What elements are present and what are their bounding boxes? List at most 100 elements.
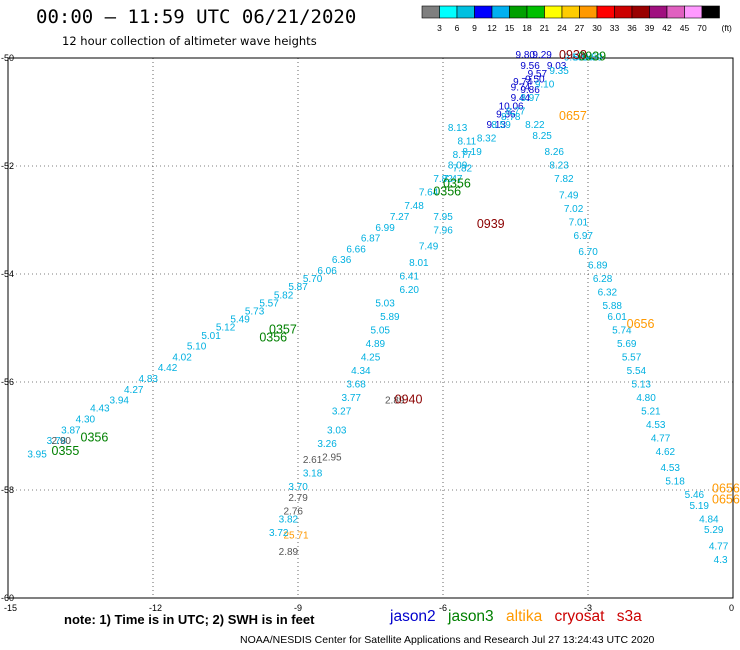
swh-value-label: 5.10 [187,342,207,353]
swh-value-label: 9.59 [583,53,603,64]
swh-value-label: 5.87 [288,282,308,293]
swh-value-label: 2.76 [284,506,304,517]
swh-value-label: 5.57 [622,352,642,363]
swh-value-label: 3.82 [279,514,299,525]
y-tick-label: -52 [1,161,14,171]
swh-value-label: 9.58 [564,53,584,64]
swh-value-label: 7.48 [404,201,424,212]
swh-value-label: 8.77 [506,107,526,118]
swh-value-label: 5.01 [201,331,221,342]
swh-value-label: 6.66 [346,244,366,255]
swh-value-label: 3.68 [346,379,366,390]
y-tick-label: -58 [1,485,14,495]
swh-value-label: 6.89 [588,261,608,272]
swh-value-label: 9.80 [516,50,536,61]
swh-value-label: 9.56 [520,61,540,72]
satellite-legend: jason2 jason3 altika cryosat s3a [390,608,650,626]
swh-value-label: 5.05 [371,325,391,336]
swh-value-label: 4.42 [158,363,178,374]
legend-jason3: jason3 [448,608,494,625]
swh-value-label: 2.89 [385,396,405,407]
swh-value-label: 9.03 [547,61,567,72]
footnote: note: 1) Time is in UTC; 2) SWH is in fe… [64,612,315,627]
swh-value-label: 8.26 [545,147,565,158]
pass-time-label: 0656 [712,493,740,507]
swh-value-label: 4.62 [656,447,676,458]
swh-value-label: 8.25 [532,131,552,142]
color-scale-label: 27 [575,23,585,33]
swh-value-label: 8.01 [409,258,429,269]
swh-value-label: 5.13 [632,379,652,390]
swh-value-label: 7.82 [433,174,453,185]
swh-value-label: 3.03 [327,425,347,436]
pass-time-label: 0938 [559,48,587,62]
page-subtitle: 12 hour collection of altimeter wave hei… [62,34,317,48]
swh-value-label: 8.09 [448,161,468,172]
color-scale-label: 15 [505,23,515,33]
swh-value-label: 6.97 [574,231,594,242]
swh-value-label: 6.32 [598,288,618,299]
color-scale-label: 18 [522,23,532,33]
swh-value-label: 9.74 [511,82,531,93]
pass-time-label: 0356 [433,185,461,199]
swh-value-label: 6.06 [317,266,337,277]
pass-time-label: 0356 [443,177,471,191]
swh-value-label: 4.80 [636,393,656,404]
color-scale-label: 36 [627,23,637,33]
x-tick-label: -3 [584,603,592,613]
swh-value-label: 4.25 [361,352,381,363]
swh-value-label: 8.13 [448,123,468,134]
swh-value-label: 4.77 [709,541,729,552]
color-scale-label: 70 [697,23,707,33]
swh-value-label: 7.64 [419,188,439,199]
x-tick-label: 0 [729,603,734,613]
color-scale-label: 6 [455,23,460,33]
swh-value-label: 5.29 [704,525,724,536]
swh-value-label: 3.18 [303,469,323,480]
swh-value-label: 8.11 [458,136,477,147]
swh-value-label: 8.23 [549,161,569,172]
swh-value-label: 10.06 [499,101,524,112]
swh-value-label: 6.20 [400,285,420,296]
swh-value-label: 9.86 [520,85,540,96]
swh-value-label: 7.96 [433,226,453,237]
color-scale-label: 12 [487,23,497,33]
color-scale-label: 33 [610,23,620,33]
swh-value-label: 5.88 [603,301,623,312]
pass-time-label: 0939 [578,50,606,64]
swh-value-label: 7.47 [443,174,463,185]
swh-value-label: 9.36 [496,109,516,120]
pass-time-label: 0356 [259,331,287,345]
swh-value-label: 3.72 [269,528,289,539]
color-scale-label: 24 [557,23,567,33]
swh-value-label: 6.28 [593,274,613,285]
swh-value-label: 9.74 [513,77,533,88]
pass-time-label: 0940 [395,393,423,407]
swh-value-label: 5.54 [627,366,647,377]
swh-value-label: 25.71 [284,531,309,542]
pass-time-label: 0355 [52,444,80,458]
swh-value-label: 4.83 [139,374,159,385]
y-tick-label: -56 [1,377,14,387]
x-tick-label: -15 [4,603,17,613]
swh-value-label: 3.95 [27,450,47,461]
swh-value-label: 8.78 [501,112,521,123]
x-tick-label: -12 [149,603,162,613]
page-title: 00:00 – 11:59 UTC 06/21/2020 [36,6,357,28]
swh-value-label: 7.82 [554,174,574,185]
swh-value-label: 6.36 [332,255,352,266]
swh-value-label: 4.02 [172,352,192,363]
swh-value-label: 5.57 [259,298,279,309]
pass-time-label: 0657 [559,109,587,123]
color-scale-label: 9 [472,23,477,33]
map-frame [7,57,734,599]
swh-value-label: 7.49 [419,242,439,253]
pass-time-label: 0656 [627,317,655,331]
color-scale-label: 3 [437,23,442,33]
swh-value-label: 6.87 [361,234,381,245]
swh-value-label: 6.70 [578,247,598,258]
swh-value-label: 8.97 [520,93,540,104]
swh-value-label: 5.18 [665,477,685,488]
swh-value-label: 4.84 [699,514,719,525]
swh-value-label: 7.49 [559,190,579,201]
